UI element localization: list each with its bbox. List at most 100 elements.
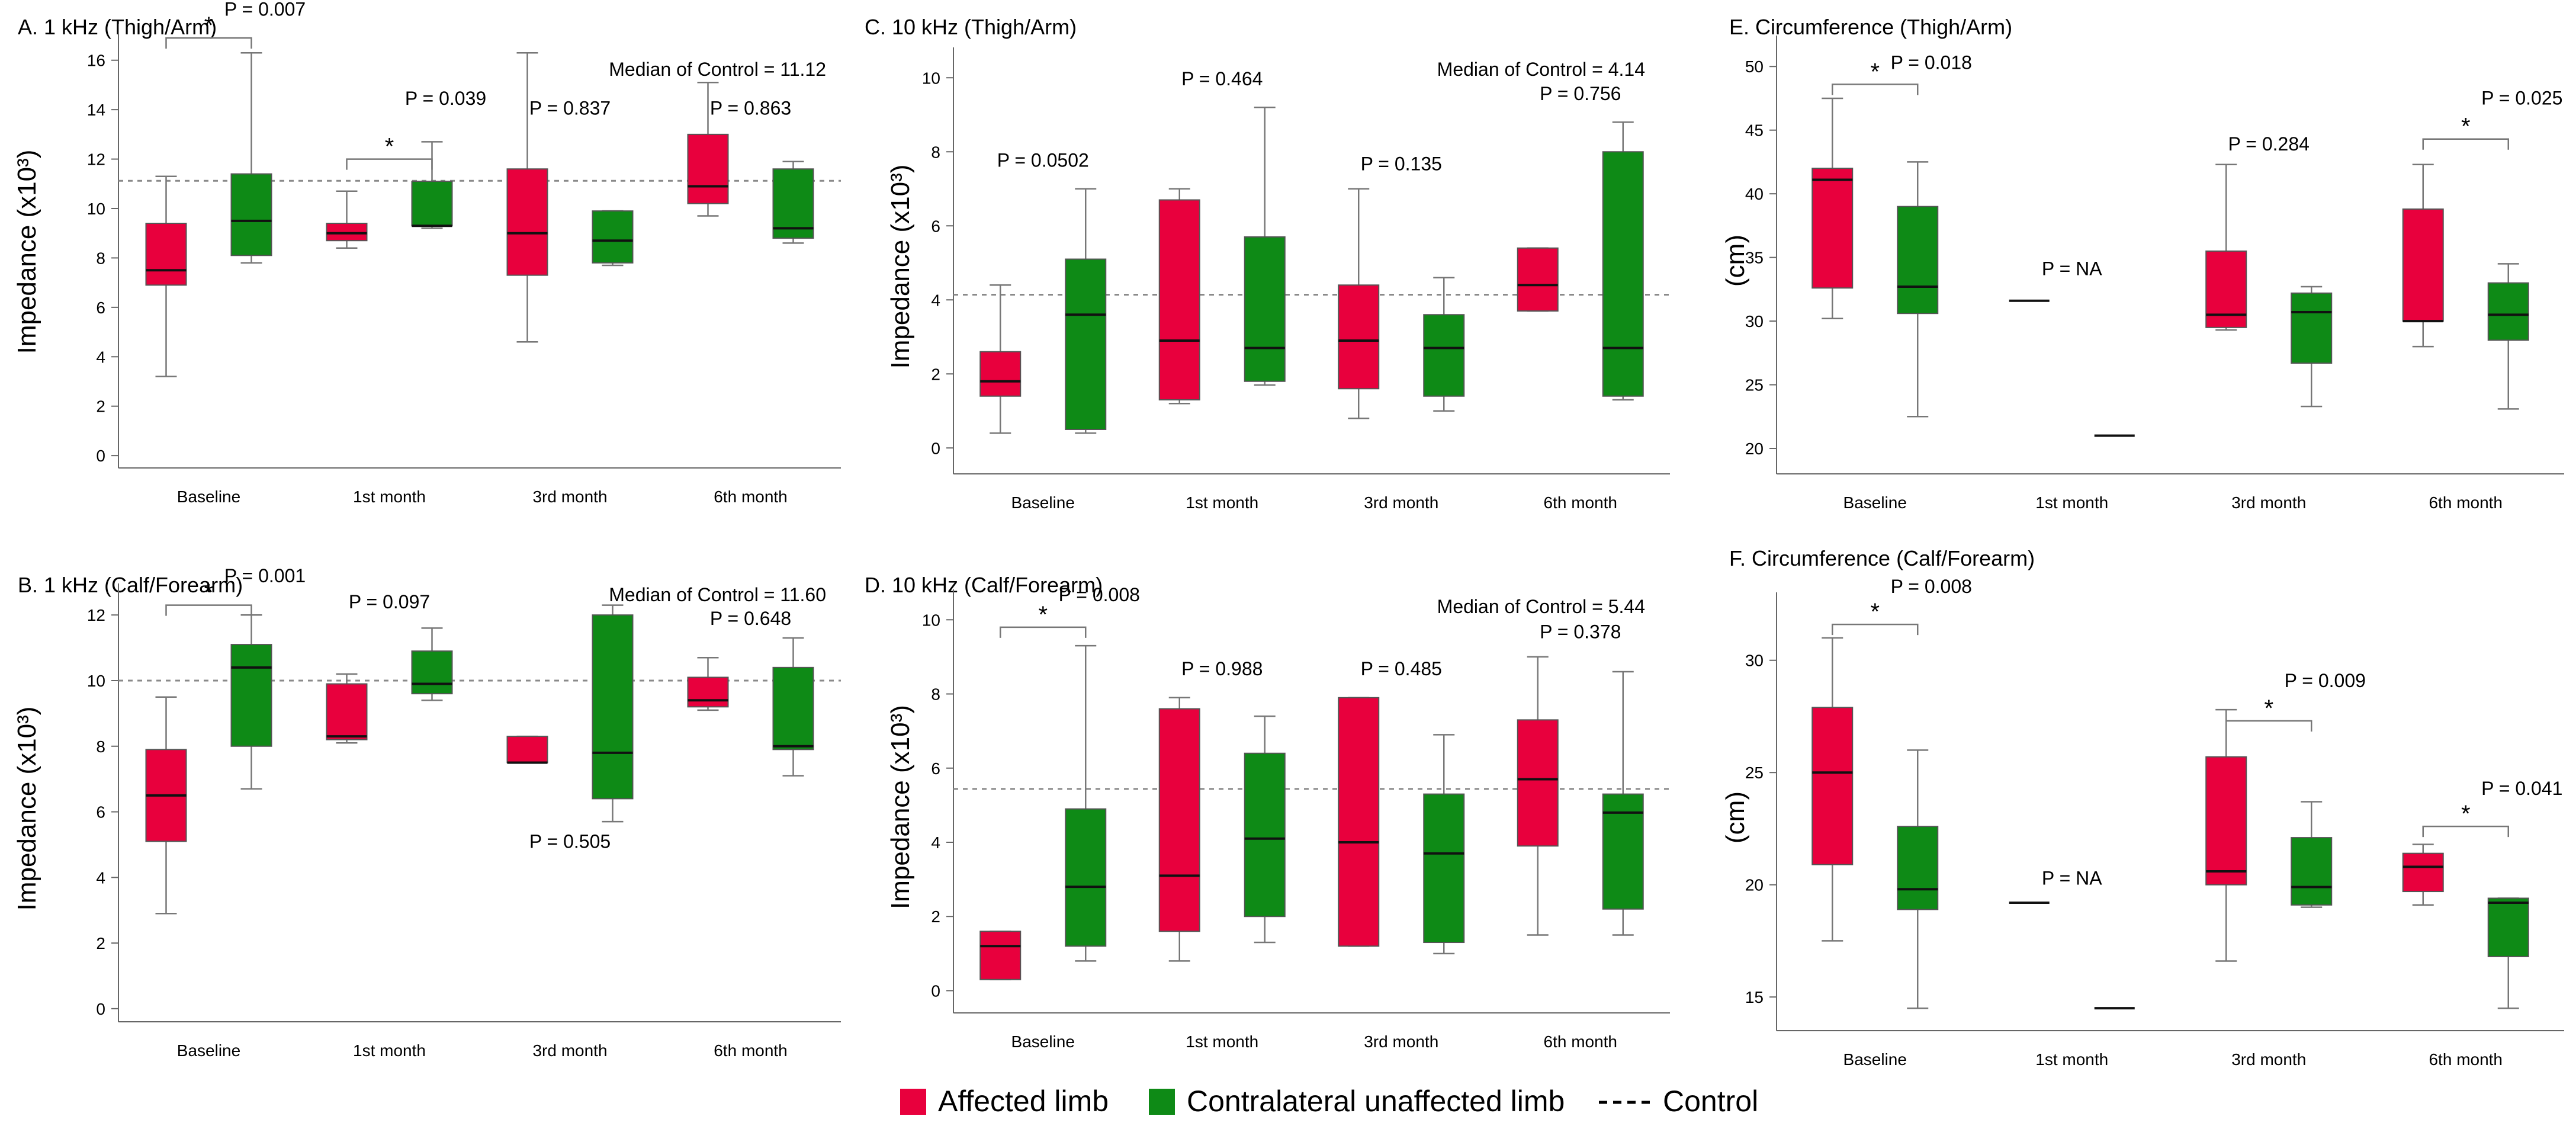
box-iqr: [2205, 250, 2247, 328]
p-value-label: P = 0.505: [529, 830, 611, 852]
y-tick-label: 35: [1745, 249, 1764, 267]
contralateral-box: [2487, 897, 2529, 1009]
panel-f: F. Circumference (Calf/Forearm) (cm) 15 20 2…: [1721, 546, 2564, 1069]
box-iqr: [2402, 852, 2444, 893]
box-iqr: [411, 181, 453, 227]
y-tick-label: 4: [931, 291, 940, 309]
box-iqr: [772, 168, 814, 239]
affected-box: [1158, 188, 1200, 405]
panel-a: A. 1 kHz (Thigh/Arm) Impedance (x10³) 0 2 4 6…: [12, 0, 841, 506]
x-tick-label: Baseline: [177, 487, 240, 506]
box-iqr: [326, 223, 368, 242]
x-tick-label: 1st month: [1186, 1032, 1258, 1051]
y-tick-label: 0: [96, 1000, 105, 1018]
contralateral-box: [1065, 644, 1107, 962]
box-iqr: [2205, 756, 2247, 886]
contralateral-box: [772, 637, 814, 777]
affected-box: [1517, 247, 1559, 312]
y-tick-label: 2: [931, 365, 940, 383]
box-iqr: [979, 351, 1022, 397]
x-tick-label: 6th month: [2429, 1050, 2503, 1069]
x-tick-label: 1st month: [2035, 493, 2108, 512]
y-tick-label: 20: [1745, 440, 1764, 458]
y-tick-label: 8: [96, 737, 105, 756]
affected-box: [326, 673, 368, 744]
y-tick-label: 8: [96, 249, 105, 267]
contralateral-box: [230, 614, 272, 790]
y-tick-label: 14: [87, 101, 105, 119]
y-tick-label: 12: [87, 606, 105, 624]
y-axis-label: Impedance (x10³): [886, 705, 915, 909]
contralateral-box: [592, 604, 634, 823]
panel-e: E. Circumference (Thigh/Arm) (cm) 20 25 30 35…: [1721, 15, 2564, 512]
box-iqr: [326, 683, 368, 740]
affected-box: [979, 931, 1022, 980]
affected-box: [979, 284, 1022, 434]
p-value-label: P = 0.018: [1891, 52, 1972, 73]
y-axis-label: (cm): [1721, 791, 1750, 843]
p-value-label: P = 0.007: [224, 0, 306, 20]
box-iqr: [1897, 206, 1939, 315]
y-tick-label: 10: [87, 672, 105, 690]
p-value-label: P = 0.135: [1361, 153, 1442, 175]
x-tick-label: 3rd month: [1364, 1032, 1438, 1051]
p-value-label: P = 0.378: [1540, 621, 1621, 643]
y-tick-label: 40: [1745, 185, 1764, 203]
y-tick-label: 0: [931, 439, 940, 457]
p-value-label: P = 0.837: [529, 97, 611, 118]
p-value-label: P = NA: [2042, 258, 2102, 280]
box-iqr: [687, 133, 729, 204]
x-tick-label: 3rd month: [532, 1041, 607, 1060]
affected-box: [2402, 163, 2444, 348]
x-tick-label: 3rd month: [2231, 1050, 2306, 1069]
affected-box: [687, 656, 729, 711]
contralateral-box: [1244, 715, 1286, 944]
panel-title: C. 10 kHz (Thigh/Arm): [865, 15, 1077, 39]
contralateral-box: [1423, 734, 1465, 955]
x-tick-label: Baseline: [1843, 493, 1907, 512]
y-tick-label: 25: [1745, 764, 1764, 782]
contralateral-box: [2487, 263, 2529, 410]
y-axis-label: Impedance (x10³): [12, 150, 41, 354]
contralateral-box: [2291, 286, 2333, 408]
significance-bracket: [1832, 84, 1919, 95]
control-median-label: Median of Control = 11.60: [609, 584, 826, 605]
y-tick-label: 4: [96, 868, 105, 887]
p-value-label: P = 0.008: [1059, 584, 1140, 605]
panel-title: E. Circumference (Thigh/Arm): [1729, 15, 2012, 39]
panel-title: A. 1 kHz (Thigh/Arm): [18, 15, 217, 39]
box-iqr: [1602, 151, 1644, 397]
y-tick-label: 30: [1745, 312, 1764, 331]
significance-bracket: [165, 37, 252, 49]
y-tick-label: 4: [931, 833, 940, 852]
y-tick-label: 8: [931, 143, 940, 161]
p-value-label: P = 0.025: [2481, 88, 2562, 109]
box-iqr: [1811, 168, 1854, 289]
x-tick-label: 6th month: [714, 1041, 788, 1060]
affected-box: [326, 190, 368, 249]
p-value-label: P = 0.464: [1181, 68, 1263, 89]
contralateral-box: [1897, 749, 1939, 1009]
control-median-label: Median of Control = 5.44: [1437, 596, 1645, 617]
significance-star: *: [1038, 602, 1048, 628]
contralateral-box: [1244, 107, 1286, 386]
y-tick-label: 16: [87, 52, 105, 70]
contralateral-box: [592, 210, 634, 267]
box-iqr: [1897, 826, 1939, 910]
affected-box: [1158, 697, 1200, 962]
box-iqr: [145, 223, 187, 286]
y-tick-label: 10: [922, 611, 940, 629]
significance-bracket: [346, 158, 433, 170]
box-iqr: [687, 676, 729, 708]
contralateral-box: [772, 161, 814, 244]
significance-bracket: [2422, 825, 2509, 838]
y-tick-label: 6: [931, 217, 940, 235]
significance-star: *: [1870, 59, 1880, 85]
significance-bracket: [165, 604, 252, 616]
legend-swatch-contralateral: [1149, 1089, 1175, 1115]
x-tick-label: 6th month: [714, 487, 788, 506]
y-tick-label: 4: [96, 348, 105, 366]
significance-bracket: [1832, 623, 1919, 636]
affected-box: [1338, 697, 1380, 947]
